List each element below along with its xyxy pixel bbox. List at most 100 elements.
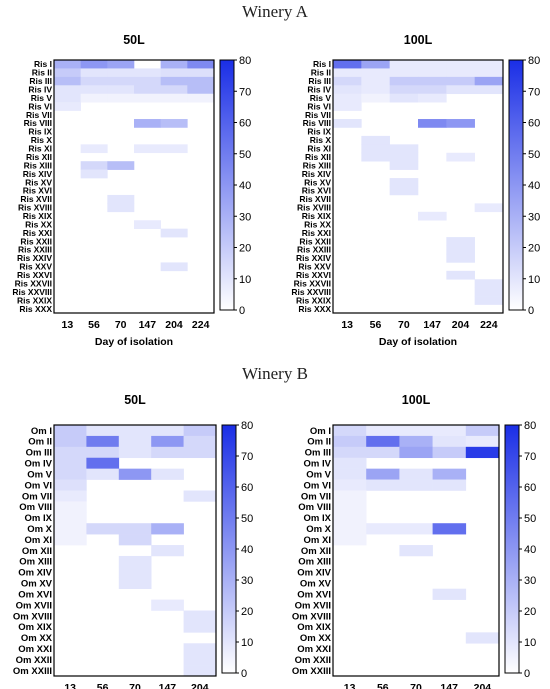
colorbar-tick-label: 70 xyxy=(524,451,536,463)
heatmap-cell xyxy=(54,468,87,480)
colorbar-tick-label: 30 xyxy=(524,575,536,587)
heatmap-cell xyxy=(183,610,217,622)
heatmap-cell xyxy=(432,479,467,491)
colorbar-tick-label: 10 xyxy=(524,637,536,649)
heatmap-cell xyxy=(432,425,467,437)
plot-frame xyxy=(53,59,215,314)
heatmap-cell xyxy=(333,68,362,78)
heatmap-cell xyxy=(333,85,362,95)
heatmap-cell xyxy=(160,93,188,103)
y-tick-label: Om XIX xyxy=(297,622,331,633)
colorbar-tick-label: 60 xyxy=(528,118,540,130)
y-tick-label: Om X xyxy=(306,524,331,535)
heatmap-cell xyxy=(54,479,87,491)
heatmap-cell xyxy=(389,161,419,170)
heatmap-cell xyxy=(418,119,447,128)
y-tick-label: Ris VII xyxy=(26,110,52,120)
heatmap-cell xyxy=(399,446,433,459)
heatmap-cell xyxy=(389,76,419,86)
colorbar-tick-label: 70 xyxy=(528,86,540,98)
colorbar-tick-label: 40 xyxy=(241,544,253,556)
y-tick-label: Ris IV xyxy=(307,84,331,94)
y-tick-label: Ris II xyxy=(32,68,52,78)
y-tick-label: Om XI xyxy=(304,535,331,546)
heatmap-cell xyxy=(333,501,367,513)
y-tick-label: Om XVIII xyxy=(292,611,331,622)
heatmap-cell xyxy=(86,457,120,469)
y-tick-label: Ris V xyxy=(310,93,332,103)
heatmap-cell xyxy=(80,161,108,170)
y-tick-label: Ris VII xyxy=(305,110,331,120)
heatmap-cell xyxy=(54,490,87,502)
heatmap-cell xyxy=(446,237,475,246)
y-tick-label: Ris XXVII xyxy=(15,278,52,288)
y-tick-label: Ris XXV xyxy=(298,262,331,272)
heatmap-cell xyxy=(366,425,400,437)
y-tick-label: Ris XV xyxy=(304,177,331,187)
heatmap-cell xyxy=(366,523,400,535)
colorbar-tick-label: 70 xyxy=(241,451,253,463)
winery-b-title: Winery B xyxy=(242,364,308,383)
colorbar-tick-label: 40 xyxy=(239,180,251,192)
y-tick-label: Ris II xyxy=(311,68,331,78)
heatmap-cell xyxy=(134,144,161,154)
colorbar-tick-label: 50 xyxy=(524,513,536,525)
x-tick-label: 56 xyxy=(88,319,100,331)
heatmap-cell xyxy=(187,68,215,78)
heatmap-cell xyxy=(432,588,467,600)
heatmap-cell xyxy=(86,523,120,535)
y-tick-label: Om XIX xyxy=(18,622,52,633)
heatmap-cell xyxy=(333,512,367,524)
y-tick-label: Om XV xyxy=(300,579,332,590)
y-tick-label: Ris XXI xyxy=(302,228,331,238)
colorbar-tick-label: 20 xyxy=(524,606,536,618)
y-tick-label: Ris XXIII xyxy=(18,245,52,255)
colorbar-tick-label: 30 xyxy=(528,211,540,223)
heatmap-cell xyxy=(160,60,188,69)
y-tick-label: Ris XVII xyxy=(299,194,331,204)
y-tick-label: Om I xyxy=(310,426,331,437)
heatmap-cell xyxy=(389,85,419,95)
heatmap-cell xyxy=(54,425,87,437)
y-tick-label: Ris VIII xyxy=(24,118,52,128)
colorbar-tick-label: 10 xyxy=(239,274,251,286)
y-tick-label: Ris VIII xyxy=(303,118,331,128)
x-tick-label: 56 xyxy=(377,682,389,689)
heatmap-cell xyxy=(86,446,120,459)
y-tick-label: Om III xyxy=(26,448,52,459)
y-tick-label: Ris III xyxy=(308,76,331,86)
heatmap-cell xyxy=(474,60,504,69)
y-tick-label: Om IV xyxy=(304,459,332,470)
heatmap-cell xyxy=(86,435,120,448)
heatmap-cell xyxy=(118,446,152,459)
y-tick-label: Om XVIII xyxy=(13,611,52,622)
heatmap-cell xyxy=(418,76,447,86)
colorbar xyxy=(504,424,520,674)
y-tick-label: Ris XII xyxy=(26,152,52,162)
y-tick-label: Ris XIX xyxy=(302,211,332,221)
y-tick-label: Ris XIX xyxy=(23,211,53,221)
heatmap-cell xyxy=(183,490,217,502)
heatmap-cell xyxy=(160,85,188,95)
y-tick-label: Om VIII xyxy=(298,502,331,513)
heatmap-cell xyxy=(187,93,215,103)
colorbar xyxy=(221,424,237,674)
heatmap-cell xyxy=(118,534,152,546)
colorbar-tick-label: 80 xyxy=(528,55,540,67)
heatmap-cell xyxy=(418,68,447,78)
y-tick-label: Ris XI xyxy=(307,144,331,154)
y-tick-label: Om IX xyxy=(304,513,332,524)
y-tick-label: Ris XXII xyxy=(20,236,52,246)
heatmap-cell xyxy=(446,68,475,78)
heatmap-cell xyxy=(107,161,135,170)
y-tick-label: Ris XXIII xyxy=(297,245,331,255)
heatmap-cell xyxy=(151,446,184,459)
heatmap-cell xyxy=(389,144,419,154)
y-tick-label: Ris XXV xyxy=(19,262,52,272)
y-tick-label: Om VIII xyxy=(19,502,52,513)
y-tick-label: Ris XXX xyxy=(298,304,331,314)
heatmap-cell xyxy=(187,60,215,69)
heatmap-cell xyxy=(183,425,217,437)
y-tick-label: Ris XXIV xyxy=(296,253,331,263)
